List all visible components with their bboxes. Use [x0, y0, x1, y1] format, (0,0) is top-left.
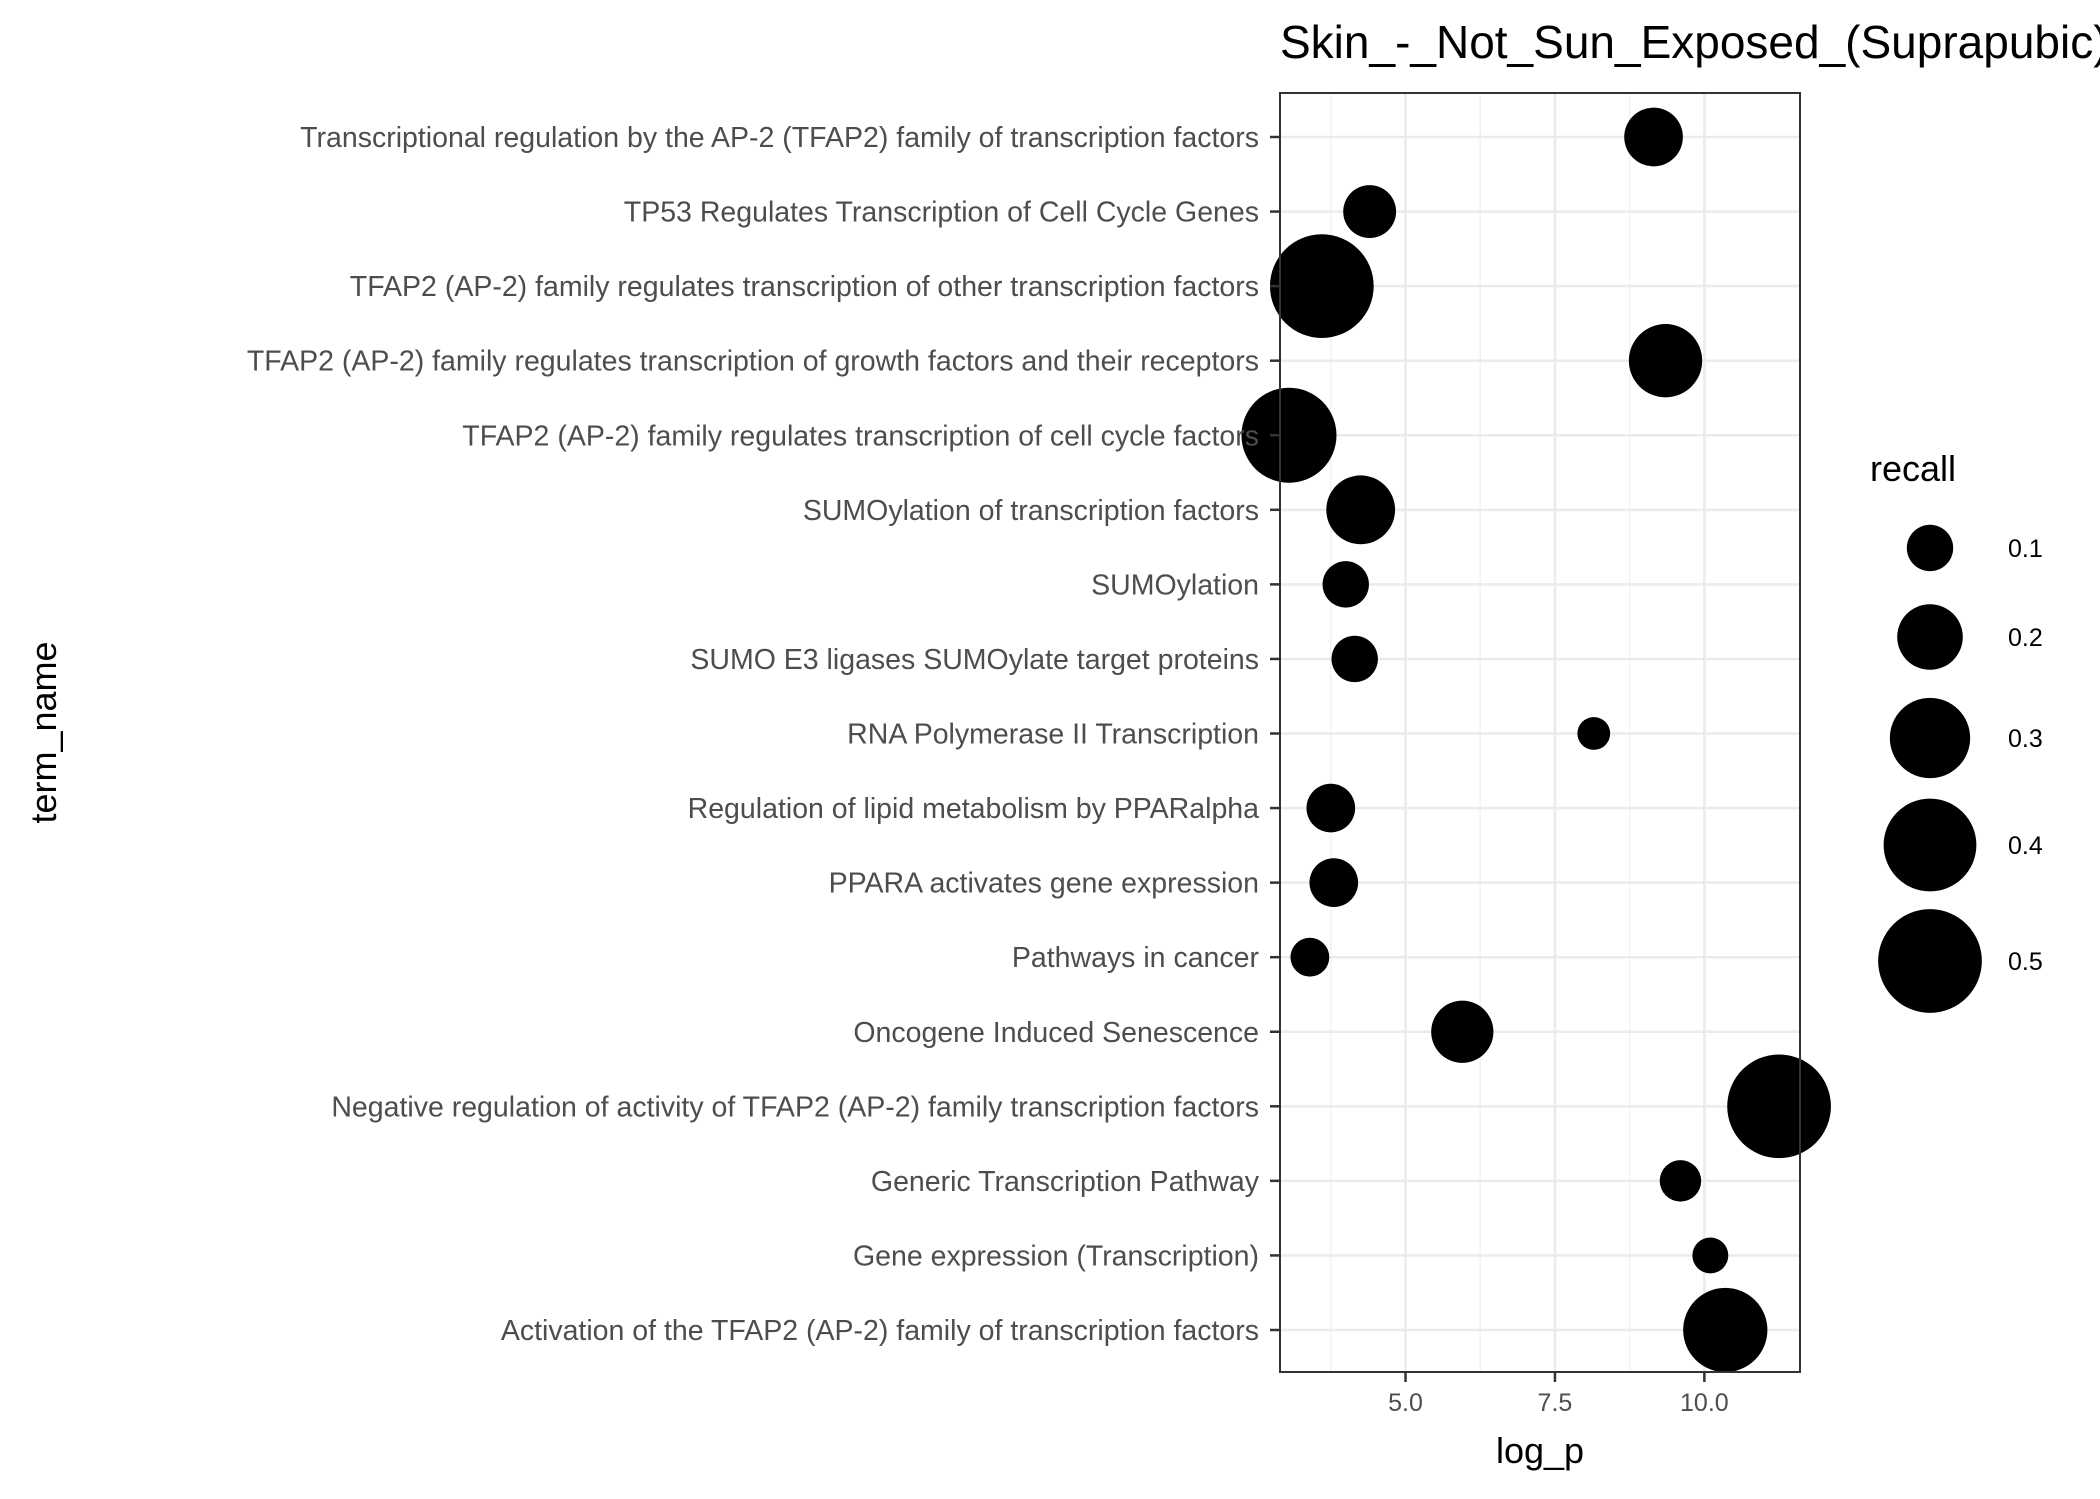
x-tick-label: 10.0: [1680, 1389, 1729, 1417]
y-tick-label: RNA Polymerase II Transcription: [847, 719, 1259, 751]
y-tick-label: TFAP2 (AP-2) family regulates transcript…: [350, 271, 1259, 303]
chart-title: Skin_-_Not_Sun_Exposed_(Suprapubic): [1280, 16, 2100, 68]
legend-title: recall: [1870, 448, 1956, 489]
y-tick-label: TFAP2 (AP-2) family regulates transcript…: [462, 420, 1259, 452]
y-tick-label: Transcriptional regulation by the AP-2 (…: [300, 122, 1259, 154]
y-tick-label: Gene expression (Transcription): [853, 1240, 1259, 1272]
legend-label: 0.3: [2008, 725, 2043, 753]
y-tick-label: PPARA activates gene expression: [829, 868, 1259, 900]
data-point: [1692, 1237, 1729, 1274]
data-point: [1241, 387, 1337, 483]
data-point: [1331, 635, 1378, 683]
data-point: [1290, 937, 1330, 977]
data-point: [1326, 475, 1396, 545]
x-tick-label: 5.0: [1388, 1389, 1423, 1417]
y-tick-label: SUMOylation: [1091, 569, 1259, 601]
data-point: [1322, 561, 1369, 608]
legend-label: 0.5: [2008, 948, 2043, 976]
y-axis-title: term_name: [23, 641, 64, 823]
x-axis: 5.0 7.5 10.0: [1388, 1372, 1729, 1417]
data-point: [1659, 1160, 1702, 1202]
data-point: [1577, 717, 1611, 750]
data-point: [1624, 107, 1683, 167]
y-tick-label: SUMO E3 ligases SUMOylate target protein…: [690, 644, 1259, 676]
legend-label: 0.1: [2008, 535, 2043, 563]
data-points: [1241, 107, 1831, 1373]
y-tick-label: Activation of the TFAP2 (AP-2) family of…: [501, 1315, 1259, 1347]
data-point: [1309, 858, 1359, 907]
data-point: [1683, 1287, 1768, 1373]
data-point: [1727, 1054, 1831, 1159]
legend-key: [1906, 524, 1954, 572]
y-axis: Transcriptional regulation by the AP-2 (…: [247, 122, 1280, 1347]
y-tick-label: Generic Transcription Pathway: [871, 1166, 1260, 1198]
y-tick-label: TFAP2 (AP-2) family regulates transcript…: [247, 346, 1259, 378]
y-tick-label: TP53 Regulates Transcription of Cell Cyc…: [624, 197, 1259, 229]
legend-label: 0.2: [2008, 624, 2043, 652]
data-point: [1431, 1000, 1494, 1063]
y-tick-label: Negative regulation of activity of TFAP2…: [331, 1091, 1259, 1123]
data-point: [1628, 324, 1703, 398]
y-tick-label: Regulation of lipid metabolism by PPARal…: [688, 793, 1260, 825]
legend-key: [1878, 909, 1982, 1013]
data-point: [1306, 783, 1356, 833]
data-point: [1343, 185, 1397, 239]
legend-key: [1897, 604, 1963, 670]
x-axis-title: log_p: [1496, 1430, 1584, 1471]
y-tick-label: Pathways in cancer: [1012, 942, 1260, 974]
data-point: [1269, 234, 1374, 338]
legend-key: [1883, 798, 1977, 892]
y-tick-label: SUMOylation of transcription factors: [803, 495, 1259, 527]
legend: recall 0.1 0.2 0.3 0.4 0.5: [1870, 448, 2043, 1013]
legend-label: 0.4: [2008, 832, 2043, 860]
x-tick-label: 7.5: [1538, 1389, 1573, 1417]
y-tick-label: Oncogene Induced Senescence: [853, 1017, 1259, 1049]
legend-key: [1889, 697, 1971, 779]
